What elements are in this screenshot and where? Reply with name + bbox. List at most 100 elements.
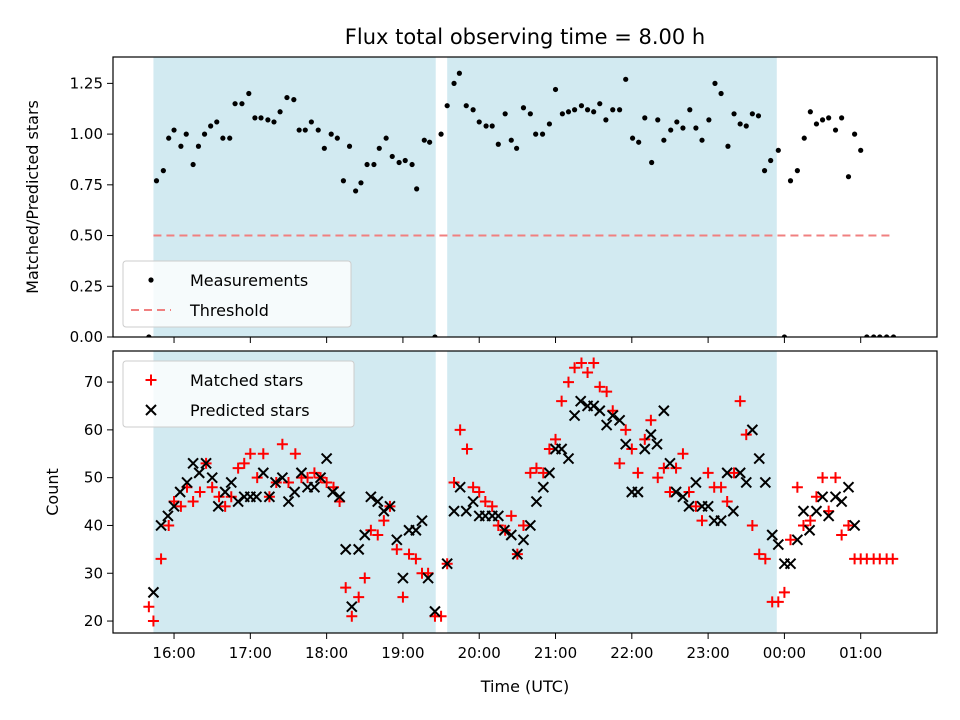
matched-point	[244, 448, 256, 460]
legend: Measurements Threshold	[122, 260, 352, 328]
measurement-point	[552, 86, 559, 93]
matched-point	[238, 457, 250, 469]
matched-point	[461, 443, 473, 455]
y-tick-label: 0.00	[70, 328, 103, 346]
matched-point	[772, 596, 784, 608]
measurement-point	[845, 174, 852, 180]
measurement-point	[414, 186, 420, 192]
matched-point	[887, 553, 899, 565]
measurement-point	[603, 117, 609, 123]
matched-point	[467, 481, 479, 493]
measurement-point	[353, 188, 359, 194]
predicted-point	[524, 519, 537, 532]
measurement-point	[578, 103, 585, 109]
measurement-point	[826, 115, 832, 121]
measurement-point	[871, 334, 877, 337]
measurement-point	[302, 127, 308, 133]
measurement-point	[864, 334, 870, 337]
predicted-point	[441, 557, 453, 570]
measurement-point	[502, 111, 508, 117]
matched-point	[639, 433, 651, 445]
predicted-point	[416, 514, 428, 527]
measurement-point	[839, 115, 845, 121]
predicted-point	[734, 467, 746, 479]
plot-area	[146, 70, 897, 337]
measurement-point	[737, 121, 743, 127]
predicted-point	[206, 471, 218, 484]
predicted-point	[651, 438, 663, 450]
measurement-point	[661, 137, 667, 143]
measurement-point	[195, 143, 202, 149]
measurement-point	[166, 135, 172, 141]
measurement-point	[761, 168, 768, 174]
predicted-point	[632, 486, 644, 498]
predicted-point	[530, 495, 543, 508]
x-tick-label: 23:00	[686, 644, 729, 662]
matched-point	[397, 591, 409, 603]
predicted-point	[594, 405, 606, 417]
measurement-point	[252, 115, 258, 121]
measurement-point	[463, 103, 469, 109]
measurement-point	[533, 131, 539, 137]
legend-box	[122, 360, 355, 428]
x-tick-label: 18:00	[305, 644, 348, 662]
predicted-point	[282, 495, 295, 508]
measurement-point	[376, 145, 382, 151]
measurement-point	[432, 334, 438, 337]
predicted-point	[295, 467, 308, 479]
measurement-point	[508, 137, 514, 143]
legend-box	[122, 260, 352, 328]
predicted-point	[511, 548, 524, 560]
measurement-point	[178, 143, 184, 149]
predicted-point	[715, 514, 727, 527]
observing-window-2	[447, 351, 777, 633]
matched-point	[479, 496, 491, 508]
measurement-point	[308, 119, 314, 125]
measurement-point	[699, 137, 705, 143]
measurement-point	[749, 111, 755, 117]
plot-area	[143, 357, 899, 627]
measurement-point	[706, 117, 712, 123]
predicted-point	[537, 481, 550, 493]
measurement-point	[539, 131, 546, 137]
matched-point	[645, 414, 657, 426]
measurement-point	[858, 147, 864, 153]
matched-point	[251, 472, 263, 484]
measurement-point	[239, 101, 245, 107]
matched-point	[778, 586, 790, 598]
matched-point	[163, 519, 175, 531]
measurement-point	[668, 127, 674, 133]
measurement-point	[334, 135, 340, 141]
predicted-point	[397, 572, 409, 584]
y-tick-label: 0.25	[70, 277, 103, 295]
predicted-point	[816, 491, 829, 503]
measurement-point	[470, 107, 476, 113]
matched-point	[321, 476, 333, 488]
x-tick-label: 17:00	[229, 644, 272, 662]
predicted-point	[327, 486, 339, 498]
measurement-point	[371, 161, 377, 168]
predicted-point	[740, 476, 752, 489]
matched-point	[276, 438, 288, 450]
matched-point	[147, 615, 159, 627]
matched-point	[683, 486, 695, 498]
predicted-point	[784, 557, 797, 570]
measurement-point	[787, 178, 794, 184]
measurement-point	[731, 111, 737, 117]
y-tick-label: 40	[84, 516, 103, 534]
matched-point	[353, 591, 365, 603]
measurement-point	[444, 103, 450, 109]
measurement-point	[819, 117, 826, 123]
predicted-point	[454, 481, 466, 493]
matched-point	[791, 481, 803, 493]
measurement-point	[328, 131, 334, 137]
matched-point	[365, 524, 377, 536]
matched-point	[517, 519, 529, 531]
predicted-point	[225, 476, 237, 489]
matched-point	[759, 553, 771, 565]
measurement-point	[277, 109, 283, 115]
measurement-point	[183, 131, 189, 137]
predicted-point	[410, 524, 422, 536]
measurement-point	[768, 157, 774, 164]
measurement-point	[476, 119, 482, 125]
